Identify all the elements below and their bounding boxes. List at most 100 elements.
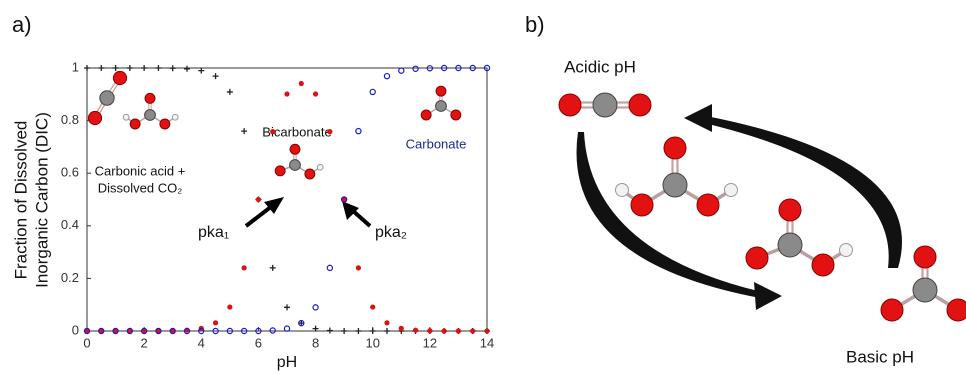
point [284,91,289,96]
atom [145,110,156,121]
atom [130,119,140,129]
y-tick-label: 0.4 [61,217,79,232]
atom [746,247,768,269]
molecule [746,199,853,276]
x-tick-label: 14 [480,335,494,350]
atom [778,233,802,257]
point [227,89,233,95]
atom [421,110,431,120]
point [241,128,247,134]
atom [559,94,581,116]
point [184,66,190,72]
annotation: Carbonate [406,136,467,151]
point [127,65,133,71]
point [198,68,204,74]
molecule [123,93,178,129]
point [213,320,218,325]
atom [305,169,315,179]
atom [616,184,629,197]
point [356,265,361,270]
atom [88,111,101,124]
point [384,320,389,325]
atom [664,137,686,159]
atom [275,166,285,176]
point [427,328,432,333]
y-tick-label: 0 [72,322,79,337]
arrowhead [754,282,782,310]
point [270,328,275,333]
annotation: pka₂ [375,224,407,241]
molecule [88,71,126,124]
x-tick-label: 6 [255,335,262,350]
point [384,328,390,334]
point [256,197,261,202]
point [242,265,247,270]
atom [593,93,617,117]
atom [436,101,447,112]
molecule [616,137,738,216]
atom [160,119,170,129]
panel-label: b) [525,12,545,37]
x-tick-label: 2 [141,335,148,350]
point [384,74,389,79]
annotation: pka₁ [198,224,229,241]
arrows [246,104,902,310]
arrowhead [342,201,359,220]
atom [100,91,114,105]
atom [914,246,936,268]
x-tick-label: 10 [365,335,379,350]
state-label: Basic pH [846,347,914,366]
point [399,326,404,331]
state-label: Acidic pH [564,57,636,76]
atom [725,184,738,197]
atom [123,114,129,120]
atom [145,93,155,103]
annotation: Dissolved CO₂ [98,180,183,195]
y-axis-label: Fraction of Dissolved [11,121,30,280]
point [327,327,333,333]
panel-label: a) [12,12,32,37]
point [227,304,232,309]
point [327,129,332,134]
atom [697,194,719,216]
point [399,68,404,73]
x-tick-label: 0 [83,335,90,350]
plot-frame [87,68,487,331]
point [313,305,318,310]
point [270,265,276,271]
atom [631,194,653,216]
point [313,91,318,96]
point [442,328,447,333]
x-axis-label: pH [277,354,297,371]
point [341,328,347,334]
point [213,73,219,79]
atom [290,144,300,154]
arrow [352,210,370,226]
atom [913,278,937,302]
atom [663,173,687,197]
atom [779,199,801,221]
figure: a) b) pH Fraction of Dissolved Inorganic… [0,0,966,374]
arrow [246,206,272,226]
point [413,66,418,71]
atom [451,110,461,120]
molecule [421,86,461,120]
atom [317,164,323,170]
atom [436,86,446,96]
point [113,65,119,71]
point [370,328,376,334]
x-tick-label: 8 [312,335,319,350]
atom [290,160,301,171]
point [141,65,147,71]
point [299,81,304,86]
point [356,129,361,134]
atom [881,299,903,321]
y-axis-label: Inorganic Carbon (DIC) [32,112,51,288]
point [355,328,361,334]
point [456,328,461,333]
point [84,65,90,71]
point [370,304,375,309]
x-tick-label: 4 [198,335,205,350]
y-tick-label: 1 [72,59,79,74]
annotation: Carbonic acid + [95,163,186,178]
